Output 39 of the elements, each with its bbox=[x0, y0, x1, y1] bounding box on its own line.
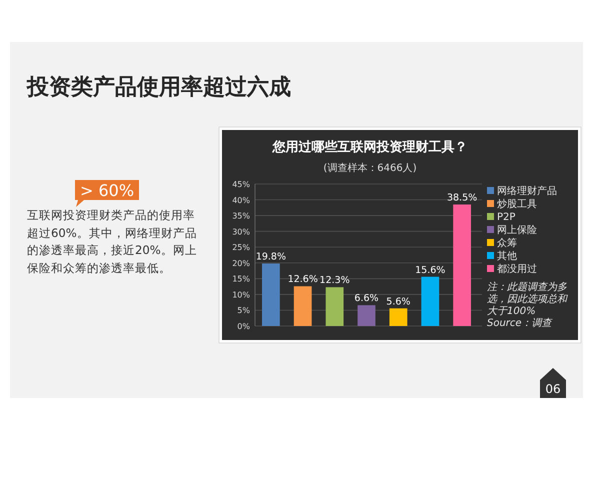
y-tick-label: 25% bbox=[232, 243, 250, 252]
y-tick-label: 40% bbox=[232, 196, 250, 205]
source-note: Source：调查 bbox=[487, 318, 554, 330]
data-label: 12.3% bbox=[320, 275, 350, 286]
y-tick-label: 20% bbox=[232, 258, 250, 268]
text: > 60% bbox=[80, 181, 134, 200]
y-tick-label: 10% bbox=[232, 290, 250, 300]
data-label: 5.6% bbox=[386, 296, 410, 308]
text: 06 bbox=[545, 382, 561, 396]
y-tick-label: 35% bbox=[232, 212, 250, 221]
chart-subtitle: (调查样本：6466人) bbox=[323, 162, 417, 174]
bar bbox=[326, 287, 344, 326]
text: 投资类产品使用率超过六成 bbox=[26, 74, 291, 100]
y-tick-label: 15% bbox=[232, 274, 250, 284]
bar bbox=[262, 264, 280, 326]
legend-label: 都没用过 bbox=[497, 264, 537, 275]
legend-label: 网上保险 bbox=[497, 225, 537, 236]
legend-label: 炒股工具 bbox=[497, 199, 537, 210]
legend-label: P2P bbox=[497, 212, 516, 223]
bar bbox=[389, 308, 408, 326]
y-tick-label: 45% bbox=[232, 180, 250, 189]
data-label: 38.5% bbox=[446, 192, 478, 204]
y-tick-label: 30% bbox=[232, 227, 250, 236]
data-label: 6.6% bbox=[354, 293, 379, 304]
legend-label: 网络理财产品 bbox=[497, 186, 557, 197]
text: 互联网投资理财类产品的使用率超过60%。其中，网络理财产品的渗透率最高，接近20%。网上保险和众筹的渗透率最低。 bbox=[27, 207, 198, 276]
data-label: 19.8% bbox=[256, 252, 286, 263]
legend-label: 其他 bbox=[497, 251, 517, 262]
bar bbox=[358, 305, 376, 326]
y-tick-label: 5% bbox=[237, 306, 250, 316]
legend-label: 众筹 bbox=[497, 238, 517, 249]
bar bbox=[421, 276, 440, 326]
data-label: 15.6% bbox=[415, 264, 446, 276]
text: 注：此题调查为多选，因此选项总和大于100% bbox=[487, 282, 569, 318]
chart-title: 您用过哪些互联网投资理财工具？ bbox=[272, 140, 468, 155]
y-tick-label: 0% bbox=[237, 322, 250, 331]
bar bbox=[294, 286, 312, 326]
bar bbox=[453, 204, 471, 326]
data-label: 12.6% bbox=[288, 274, 318, 286]
